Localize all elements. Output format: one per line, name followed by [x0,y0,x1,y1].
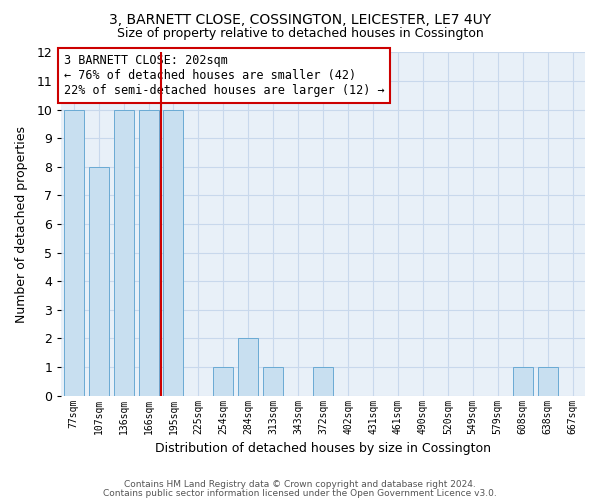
Bar [214,367,233,396]
Bar [139,110,158,396]
Bar [64,110,83,396]
Bar [238,338,258,396]
Text: Size of property relative to detached houses in Cossington: Size of property relative to detached ho… [116,28,484,40]
Y-axis label: Number of detached properties: Number of detached properties [15,126,28,322]
Bar [89,167,109,396]
Bar [512,367,533,396]
Bar [263,367,283,396]
Bar [313,367,333,396]
Bar [163,110,184,396]
X-axis label: Distribution of detached houses by size in Cossington: Distribution of detached houses by size … [155,442,491,455]
Text: 3 BARNETT CLOSE: 202sqm
← 76% of detached houses are smaller (42)
22% of semi-de: 3 BARNETT CLOSE: 202sqm ← 76% of detache… [64,54,385,97]
Text: Contains public sector information licensed under the Open Government Licence v3: Contains public sector information licen… [103,489,497,498]
Bar [113,110,134,396]
Text: 3, BARNETT CLOSE, COSSINGTON, LEICESTER, LE7 4UY: 3, BARNETT CLOSE, COSSINGTON, LEICESTER,… [109,12,491,26]
Text: Contains HM Land Registry data © Crown copyright and database right 2024.: Contains HM Land Registry data © Crown c… [124,480,476,489]
Bar [538,367,557,396]
